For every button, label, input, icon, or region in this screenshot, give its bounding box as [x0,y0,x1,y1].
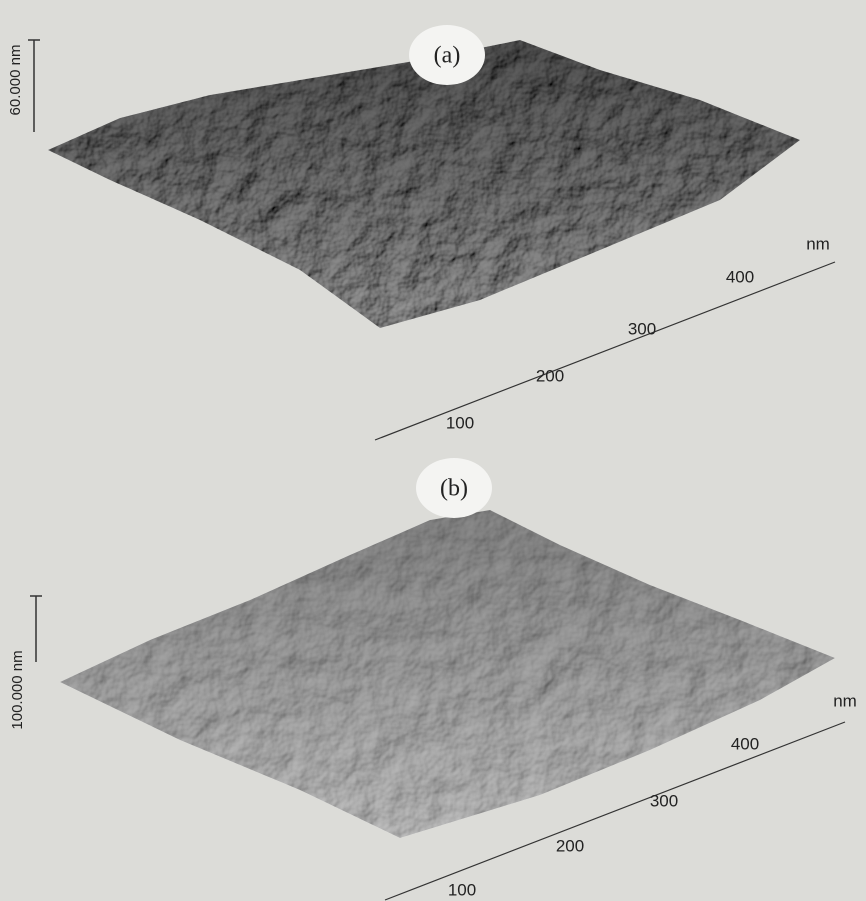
x-axis [384,721,846,901]
z-label: 100.000 nm [9,650,26,729]
panel-label: (a) [434,43,461,69]
x-axis [374,261,836,441]
axis-tick: 100 [446,413,474,432]
surface-a [48,40,800,328]
axis-tick: 100 [448,880,476,899]
panel-a: 60.000 nm (a) nm 400 300 200 100 [7,25,836,441]
z-label: 60.000 nm [7,45,24,116]
axis-tick: 200 [556,836,584,855]
axis-tick: 200 [536,366,564,385]
axis-unit: nm [806,234,830,253]
panel-label: (b) [440,476,468,502]
label-badge [416,458,492,518]
axis-tick: 300 [628,319,656,338]
label-badge [409,25,485,85]
axis-tick: 400 [726,267,754,286]
panel-b: 100.000 nm (b) nm 400 300 200 100 [9,458,857,901]
surface-b [60,510,835,838]
axis-tick: 400 [731,734,759,753]
axis-unit: nm [833,691,857,710]
axis-tick: 300 [650,791,678,810]
